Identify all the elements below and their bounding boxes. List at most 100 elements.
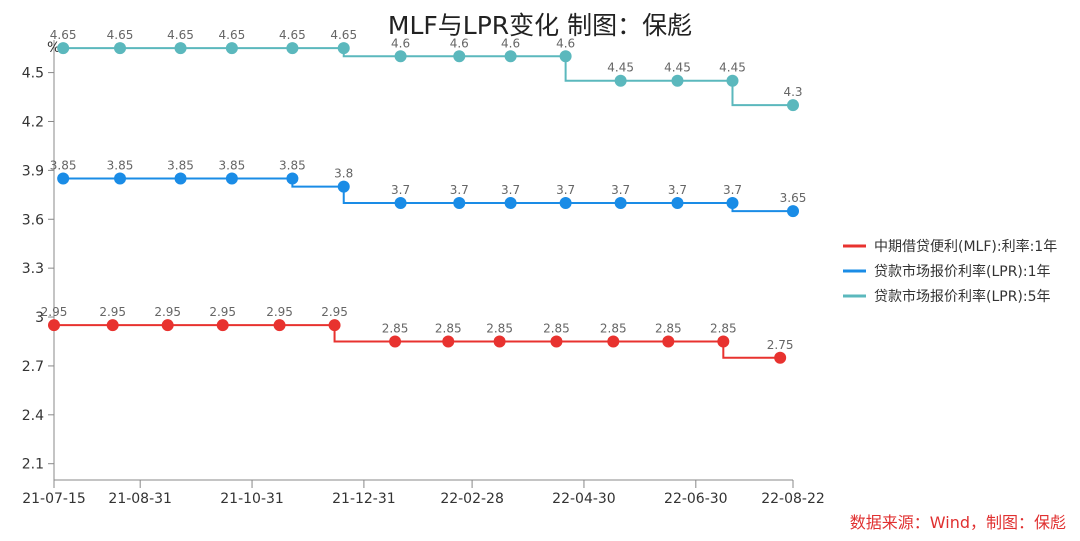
y-tick-label: 2.7 (22, 359, 44, 375)
x-tick-label: 22-08-22 (761, 491, 825, 507)
data-label: 4.45 (664, 61, 691, 75)
y-tick-label: 2.4 (22, 408, 44, 424)
y-tick-label: 3 (35, 310, 44, 326)
data-label: 4.6 (501, 36, 520, 50)
data-label: 4.6 (450, 36, 469, 50)
data-label: 2.85 (543, 321, 570, 335)
data-label: 3.85 (107, 159, 134, 173)
data-label: 4.45 (719, 61, 746, 75)
data-point (504, 50, 517, 63)
data-point (453, 50, 466, 63)
data-point (717, 335, 730, 348)
data-point (453, 196, 466, 209)
data-label: 3.7 (391, 183, 410, 197)
x-tick-label: 21-07-15 (22, 491, 86, 507)
data-label: 3.7 (723, 183, 742, 197)
data-label: 3.85 (50, 159, 77, 173)
data-point (726, 196, 739, 209)
data-point (48, 319, 60, 332)
data-label: 4.3 (783, 85, 802, 99)
data-label: 4.45 (607, 61, 634, 75)
data-label: 2.75 (767, 338, 794, 352)
data-point (161, 319, 174, 332)
x-tick-label: 21-08-31 (108, 491, 172, 507)
y-tick-label: 4.2 (22, 114, 44, 130)
data-label: 2.95 (154, 305, 181, 319)
data-point (337, 180, 350, 193)
data-point (614, 196, 627, 209)
data-label: 3.85 (279, 159, 306, 173)
data-point (114, 42, 127, 55)
data-point (57, 172, 70, 185)
data-point (286, 42, 299, 55)
data-point (273, 319, 286, 332)
data-point (607, 335, 620, 348)
data-label: 3.7 (611, 183, 630, 197)
data-label: 2.95 (266, 305, 293, 319)
chart-title: MLF与LPR变化 制图：保彪 (387, 11, 693, 40)
data-label: 2.85 (382, 321, 409, 335)
y-tick-label: 3.3 (22, 261, 44, 277)
data-point (787, 99, 799, 112)
source-note: 数据来源：Wind，制图：保彪 (849, 513, 1066, 532)
data-point (114, 172, 127, 185)
data-point (726, 74, 739, 87)
x-tick-label: 22-02-28 (440, 491, 504, 507)
x-tick-label: 21-10-31 (220, 491, 284, 507)
data-point (225, 42, 238, 55)
data-point (394, 50, 407, 63)
data-point (174, 172, 187, 185)
x-tick-label: 22-06-30 (664, 491, 728, 507)
data-point (57, 42, 70, 55)
data-point (614, 74, 627, 87)
data-label: 4.65 (330, 28, 357, 42)
y-tick-label: 3.6 (22, 212, 44, 228)
data-label: 3.65 (780, 191, 807, 205)
data-point (504, 196, 517, 209)
data-label: 2.85 (655, 321, 682, 335)
data-point (493, 335, 506, 348)
data-label: 4.65 (107, 28, 134, 42)
data-label: 3.85 (219, 159, 246, 173)
data-label: 3.7 (501, 183, 520, 197)
data-label: 2.85 (710, 321, 737, 335)
data-label: 4.65 (219, 28, 246, 42)
data-label: 4.65 (50, 28, 77, 42)
data-point (216, 319, 229, 332)
data-label: 2.95 (99, 305, 126, 319)
data-label: 4.65 (167, 28, 194, 42)
data-label: 2.85 (435, 321, 462, 335)
data-label: 2.85 (486, 321, 513, 335)
data-label: 2.95 (41, 305, 68, 319)
data-point (671, 196, 684, 209)
data-point (559, 50, 572, 63)
data-point (559, 196, 572, 209)
x-tick-label: 22-04-30 (552, 491, 616, 507)
series-line-2 (63, 47, 793, 107)
y-tick-label: 4.5 (22, 66, 44, 82)
legend-label: 贷款市场报价利率(LPR):5年 (874, 288, 1051, 305)
data-point (337, 42, 350, 55)
series-line-0 (54, 324, 781, 359)
data-point (787, 205, 799, 218)
data-label: 2.85 (600, 321, 627, 335)
y-axis-label: % (47, 40, 60, 56)
data-point (671, 74, 684, 87)
data-point (328, 319, 341, 332)
legend-label: 贷款市场报价利率(LPR):1年 (874, 263, 1051, 280)
x-tick-label: 21-12-31 (332, 491, 396, 507)
legend-label: 中期借贷便利(MLF):利率:1年 (874, 238, 1057, 255)
data-label: 3.7 (556, 183, 575, 197)
data-label: 3.7 (668, 183, 687, 197)
data-label: 3.85 (167, 159, 194, 173)
data-label: 2.95 (209, 305, 236, 319)
y-tick-label: 3.9 (22, 163, 44, 179)
data-point (394, 196, 407, 209)
data-label: 4.6 (556, 36, 575, 50)
data-point (662, 335, 675, 348)
data-point (225, 172, 238, 185)
data-label: 2.95 (321, 305, 348, 319)
data-label: 4.6 (391, 36, 410, 50)
